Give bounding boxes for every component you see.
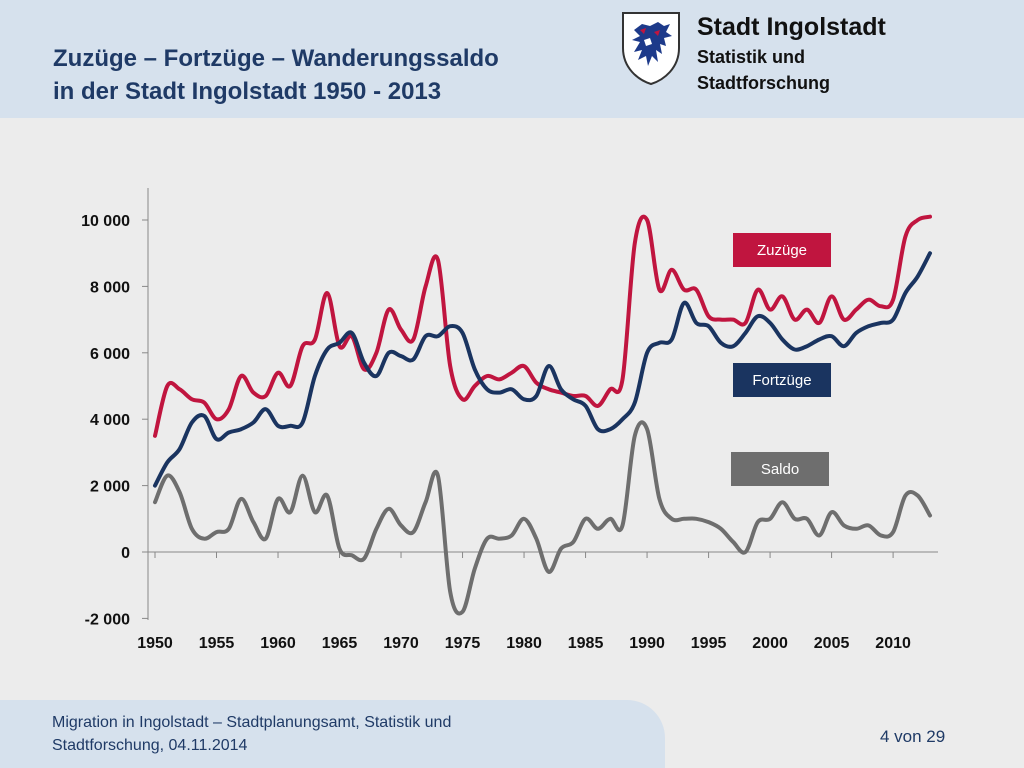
x-tick-label: 1975 (445, 635, 481, 652)
x-tick-label: 1980 (506, 635, 542, 652)
legend-box-saldo (731, 452, 829, 486)
slide-header: Zuzüge – Fortzüge – Wanderungssaldo in d… (0, 0, 1024, 118)
y-tick-label: 0 (121, 545, 130, 562)
title-line-2: in der Stadt Ingolstadt 1950 - 2013 (53, 78, 442, 105)
x-tick-label: 1985 (568, 635, 604, 652)
y-tick-label: 8 000 (90, 279, 130, 296)
organization-block: Stadt Ingolstadt Statistik und Stadtfors… (697, 10, 886, 96)
footer-panel (0, 700, 665, 768)
y-tick-label: 2 000 (90, 479, 130, 496)
x-tick-label: 1950 (137, 635, 173, 652)
org-sub-line-2: Stadtforschung (697, 73, 830, 93)
x-tick-label: 2005 (814, 635, 850, 652)
x-tick-label: 1955 (199, 635, 235, 652)
y-tick-label: 4 000 (90, 412, 130, 429)
y-tick-label: -2 000 (85, 611, 130, 628)
legend-box-fortzuege (733, 363, 831, 397)
x-tick-label: 2010 (875, 635, 911, 652)
x-tick-label: 1995 (691, 635, 727, 652)
footer-caption: Migration in Ingolstadt – Stadtplanungsa… (52, 711, 612, 757)
x-tick-label: 1965 (322, 635, 358, 652)
x-tick-label: 1990 (629, 635, 665, 652)
series-line-fortzuege (153, 251, 932, 488)
y-tick-label: 10 000 (81, 213, 130, 230)
legend-label-saldo: Saldo (761, 461, 799, 478)
title-line-1: Zuzüge – Fortzüge – Wanderungssaldo (53, 45, 499, 72)
legend-label-zuzuege: Zuzüge (757, 242, 807, 259)
x-tick-label: 2000 (752, 635, 788, 652)
migration-line-chart: -2 000 0 2 000 4 000 6 000 8 000 10 000 1950 195… (81, 188, 938, 652)
footer-line-2: Stadtforschung, 04.11.2014 (52, 737, 248, 754)
org-name: Stadt Ingolstadt (697, 13, 886, 41)
x-tick-label: 1970 (383, 635, 419, 652)
series-line-saldo (153, 420, 932, 616)
coat-of-arms-icon (622, 12, 680, 86)
footer-line-1: Migration in Ingolstadt – Stadtplanungsa… (52, 714, 452, 731)
legend-box-zuzuege (733, 233, 831, 267)
page-number: 4 von 29 (880, 727, 946, 746)
legend-label-fortzuege: Fortzüge (752, 372, 811, 389)
series-line-zuzuege (153, 214, 932, 438)
page-title: Zuzüge – Fortzüge – Wanderungssaldo in d… (53, 42, 613, 108)
x-tick-label: 1960 (260, 635, 296, 652)
y-tick-label: 6 000 (90, 346, 130, 363)
org-sub-line-1: Statistik und (697, 47, 806, 67)
